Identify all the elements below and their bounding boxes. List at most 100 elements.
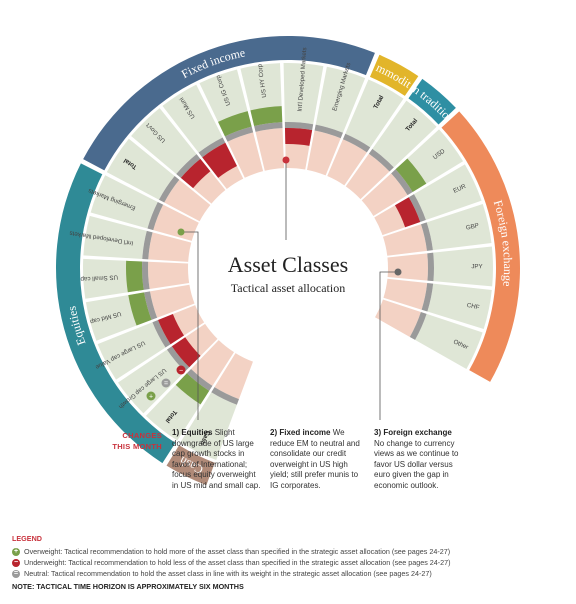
- segment-inner-cell: [149, 284, 195, 318]
- segment-inner-cell: [306, 130, 341, 176]
- segment-inner-cell: [227, 132, 264, 178]
- neutral-line: [427, 252, 434, 282]
- segment-outer-cell: [426, 203, 492, 251]
- group-band-fixed-income: [83, 35, 375, 171]
- note-foreign-exchange: 3) Foreign exchange No change to currenc…: [374, 428, 464, 491]
- segment-outer-cell: [90, 175, 158, 229]
- neutral-line: [314, 124, 343, 139]
- neutral-line: [186, 368, 213, 391]
- neutral-line: [342, 133, 371, 153]
- equals-symbol: =: [13, 569, 19, 577]
- legend: LEGEND + Overweight: Tactical recommenda…: [12, 534, 572, 591]
- stance-marker: [128, 292, 152, 326]
- stance-marker: [284, 128, 313, 146]
- group-band-commodities: [369, 54, 419, 96]
- wheel-legend-symbol: +: [149, 394, 153, 401]
- minus-symbol: −: [13, 558, 19, 566]
- neutral-line: [211, 387, 239, 405]
- segment-inner-cell: [383, 278, 428, 310]
- neutral-line: [254, 122, 283, 132]
- note-fx-body: No change to currency views as we contin…: [374, 438, 459, 490]
- segment-outer-cell: [118, 349, 186, 414]
- segment-outer-cell: [180, 392, 237, 461]
- neutral-line: [166, 346, 190, 372]
- segment-inner-cell: [375, 299, 421, 337]
- segment-outer-cell: [83, 215, 147, 259]
- wheel-legend-symbol: =: [164, 381, 168, 388]
- segment-label: US HY Corp: [257, 63, 269, 98]
- wheel-legend-dot: [176, 365, 186, 375]
- equals-icon: =: [12, 569, 20, 578]
- plus-symbol: +: [13, 547, 19, 555]
- wheel-legend-symbol: −: [179, 368, 183, 375]
- changes-label-line1: CHANGES: [122, 431, 162, 440]
- segment-label: CHF: [466, 302, 480, 311]
- group-band-foreign-exchange: [441, 111, 521, 382]
- segment-outer-cell: [162, 84, 223, 153]
- neutral-line: [368, 148, 394, 172]
- segment-inner-cell: [147, 261, 190, 290]
- neutral-line: [224, 126, 254, 142]
- segment-label: GBP: [465, 222, 479, 232]
- group-band-equities: [55, 163, 176, 464]
- note-equities: 1) Equities Slight downgrade of US large…: [172, 428, 264, 491]
- stance-marker: [126, 260, 144, 293]
- pointer-equities: [181, 231, 199, 420]
- segment-inner-cell: [214, 353, 253, 400]
- group-band-cash: [166, 445, 215, 486]
- legend-heading: LEGEND: [12, 534, 42, 543]
- segment-outer-cell: [315, 66, 366, 133]
- neutral-line: [144, 291, 158, 320]
- diagram-subtitle: Tactical asset allocation: [231, 281, 345, 295]
- segment-outer-cell: [427, 283, 492, 330]
- segment-outer-cell: [372, 100, 437, 168]
- neutral-line: [147, 201, 164, 231]
- plus-icon: +: [12, 547, 20, 556]
- ring-layer: [83, 63, 493, 461]
- note-equities-body: Slight downgrade of US large cap growth …: [172, 428, 261, 490]
- stance-marker: [171, 337, 201, 368]
- segment-outer-cell: [106, 138, 175, 200]
- neutral-line: [421, 283, 434, 312]
- pointer-dot: [177, 228, 185, 236]
- legend-row-neutral: = Neutral: Tactical recommendation to ho…: [12, 568, 572, 579]
- segment-outer-cell: [131, 108, 197, 175]
- wheel-legend-dot: [146, 391, 156, 401]
- neutral-line: [408, 194, 426, 222]
- legend-row-underweight: − Underweight: Tactical recommendation t…: [12, 557, 572, 568]
- segment-outer-cell: [413, 164, 482, 220]
- neutral-line: [284, 122, 314, 131]
- neutral-line: [409, 312, 427, 340]
- minus-icon: −: [12, 558, 20, 567]
- segment-outer-cell: [415, 313, 483, 369]
- segment-inner-cell: [191, 340, 235, 386]
- note-fixed-income: 2) Fixed income We reduce EM to neutral …: [270, 428, 366, 491]
- legend-overweight-text: Overweight: Tactical recommendation to h…: [24, 547, 451, 556]
- legend-underweight-text: Underweight: Tactical recommendation to …: [24, 558, 451, 567]
- neutral-line: [158, 175, 180, 203]
- segment-inner-cell: [255, 128, 285, 171]
- note-fixed-income-heading: 2) Fixed income: [270, 428, 331, 437]
- pointer-dot: [282, 156, 290, 164]
- pointer-foreign-exchange: [379, 271, 398, 420]
- stance-marker: [395, 158, 427, 192]
- changes-label-line2: THIS MONTH: [112, 442, 162, 451]
- diagram-title: Asset Classes: [228, 252, 348, 277]
- wheel-legend-dot: [161, 378, 171, 388]
- segment-outer-cell: [283, 63, 324, 125]
- neutral-line: [142, 261, 150, 290]
- neutral-line: [198, 137, 226, 158]
- segment-label: Int'l Developed Markets: [297, 47, 309, 112]
- segment-outer-cell: [433, 246, 493, 287]
- segment-inner-cell: [148, 232, 192, 262]
- pointers: + = −: [146, 156, 402, 420]
- neutral-line: [176, 154, 201, 178]
- segment-label: JPY: [471, 263, 482, 270]
- stance-marker: [180, 158, 211, 189]
- note-equities-heading: 1) Equities: [172, 428, 213, 437]
- stance-marker: [218, 111, 252, 137]
- legend-footnote: NOTE: TACTICAL TIME HORIZON IS APPROXIMA…: [12, 582, 244, 591]
- segment-outer-cell: [345, 79, 404, 148]
- changes-this-month-label: CHANGES THIS MONTH: [96, 430, 162, 452]
